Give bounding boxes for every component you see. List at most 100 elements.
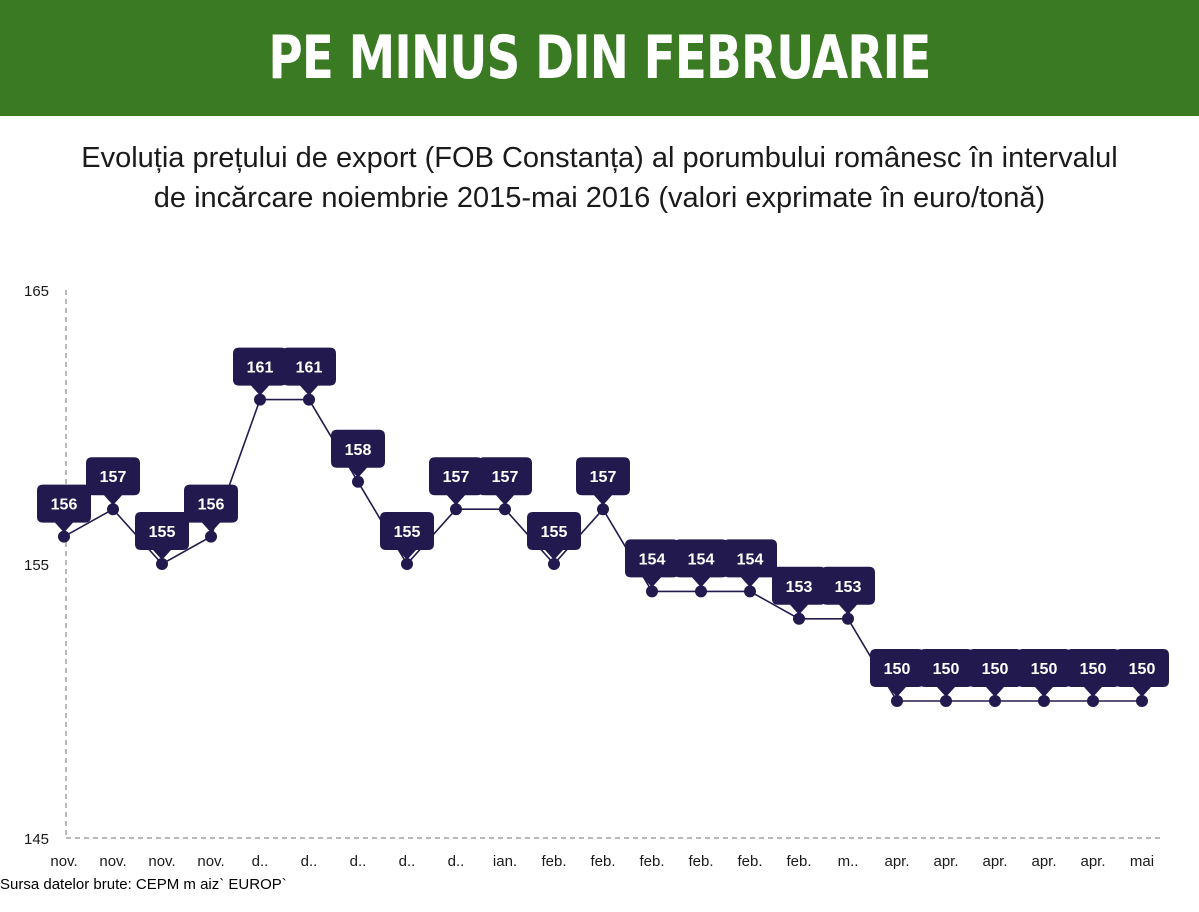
data-point [940, 695, 952, 707]
data-label-box [37, 484, 91, 533]
x-tick-label: apr. [933, 853, 958, 870]
chart-axes: 145 155 165 [24, 283, 1163, 848]
data-point [1038, 695, 1050, 707]
data-label-text: 155 [541, 524, 568, 541]
x-tick-label: feb. [590, 853, 615, 870]
data-label-box [968, 649, 1022, 697]
source-note: Sursa datelor brute: CEPM m aiz` EUROP` [0, 876, 287, 893]
page-title: PE MINUS DIN FEBRUARIE [268, 23, 931, 93]
data-label: 150 [1017, 649, 1071, 697]
data-point [989, 695, 1001, 707]
data-label-box [135, 512, 189, 560]
data-label: 161 [282, 347, 336, 396]
x-tick-label: nov. [50, 853, 77, 870]
data-label: 157 [86, 457, 140, 506]
y-tick-label: 155 [24, 557, 49, 574]
data-label-box [1017, 649, 1071, 697]
data-label-text: 153 [786, 579, 813, 596]
x-tick-label: apr. [1031, 853, 1056, 870]
data-label-box [1115, 649, 1169, 697]
data-point [156, 558, 168, 570]
data-label-box [331, 429, 385, 478]
data-label-text: 157 [590, 469, 617, 486]
data-point [107, 503, 119, 516]
subtitle-line-2: de incărcare noiembrie 2015-mai 2016 (va… [153, 182, 1046, 214]
x-tick-label: nov. [99, 853, 126, 870]
data-label-text: 156 [51, 497, 78, 514]
data-point [842, 612, 854, 625]
data-label-box [282, 347, 336, 396]
data-point [58, 530, 70, 543]
data-point [254, 393, 266, 406]
data-label-box [380, 512, 434, 560]
data-label: 153 [772, 566, 826, 615]
subtitle-line-1: Evoluția prețului de export (FOB Constan… [81, 142, 1118, 174]
data-label-box [233, 347, 287, 396]
data-label: 154 [674, 539, 728, 588]
data-label: 156 [37, 484, 91, 533]
x-tick-label: d.. [252, 853, 269, 870]
data-label-text: 157 [100, 469, 127, 486]
data-label-text: 161 [296, 360, 323, 377]
data-label: 154 [625, 539, 679, 588]
data-point [1136, 695, 1148, 707]
data-label-box [870, 649, 924, 697]
data-label: 155 [380, 512, 434, 560]
data-label-box [821, 566, 875, 615]
data-point [352, 475, 364, 488]
data-label: 150 [1066, 649, 1120, 697]
data-label: 153 [821, 566, 875, 615]
data-label-box [527, 512, 581, 560]
x-tick-label: d.. [350, 853, 367, 870]
data-point [205, 530, 217, 543]
data-point [450, 503, 462, 516]
data-label-text: 153 [835, 579, 862, 596]
data-label-box [1066, 649, 1120, 697]
data-label: 157 [576, 457, 630, 506]
data-label: 155 [135, 512, 189, 560]
x-tick-label: d.. [301, 853, 318, 870]
data-label: 158 [331, 429, 385, 478]
x-tick-label: d.. [399, 853, 416, 870]
data-label-text: 150 [933, 661, 960, 678]
data-label: 150 [1115, 649, 1169, 697]
data-label-box [576, 457, 630, 506]
data-label-box [723, 539, 777, 588]
x-tick-label: apr. [884, 853, 909, 870]
data-point [1087, 695, 1099, 707]
data-label-text: 161 [247, 360, 274, 377]
data-label-text: 150 [1129, 661, 1156, 678]
x-axis-ticks: nov. nov. nov. nov. d.. d.. d.. d.. d.. ian. feb. f… [50, 853, 1154, 870]
data-label-text: 155 [149, 524, 176, 541]
data-point [793, 612, 805, 625]
title-banner: PE MINUS DIN FEBRUARIE [0, 0, 1199, 116]
data-label: 150 [919, 649, 973, 697]
data-point [891, 695, 903, 707]
data-label: 154 [723, 539, 777, 588]
x-tick-label: feb. [786, 853, 811, 870]
data-label-text: 150 [1080, 661, 1107, 678]
data-label: 157 [429, 457, 483, 506]
x-tick-label: feb. [688, 853, 713, 870]
x-tick-label: d.. [448, 853, 465, 870]
x-tick-label: mai [1130, 853, 1154, 870]
data-label: 150 [870, 649, 924, 697]
data-point [597, 503, 609, 516]
x-tick-label: apr. [982, 853, 1007, 870]
data-label-box [919, 649, 973, 697]
data-label-text: 150 [982, 661, 1009, 678]
chart-subtitle: Evoluția prețului de export (FOB Constan… [0, 138, 1199, 218]
x-tick-label: apr. [1080, 853, 1105, 870]
data-point [548, 558, 560, 570]
data-label-text: 157 [443, 469, 470, 486]
data-point [744, 585, 756, 598]
data-label-text: 157 [492, 469, 519, 486]
data-label-text: 150 [884, 661, 911, 678]
data-point [401, 558, 413, 570]
data-label-box [184, 484, 238, 533]
data-label-box [625, 539, 679, 588]
data-label-box [478, 457, 532, 506]
data-label: 156 [184, 484, 238, 533]
data-label-text: 150 [1031, 661, 1058, 678]
